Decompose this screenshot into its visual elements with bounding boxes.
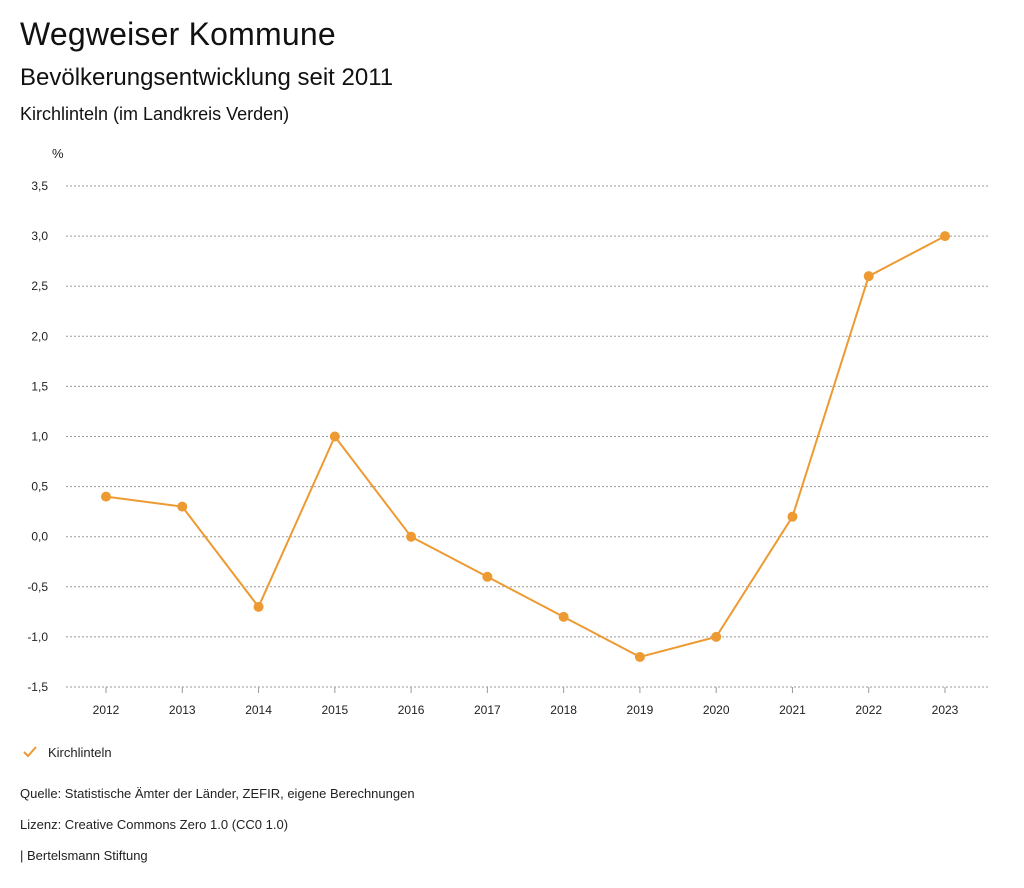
data-point	[101, 491, 111, 502]
y-tick-label: -1,5	[27, 680, 48, 694]
data-point	[634, 651, 645, 662]
check-icon	[23, 746, 37, 758]
line-chart: % 3,5 3,0 2,5 2,0 1,5 1,0 0,5 0,0 -0,5 -1,0 -1,5 201…	[27, 146, 990, 717]
data-point	[787, 511, 798, 522]
data-point	[406, 531, 417, 542]
source-note: Quelle: Statistische Ämter der Länder, Z…	[20, 786, 415, 801]
x-tick-label: 2017	[474, 703, 501, 717]
y-tick-label: -1,0	[27, 630, 48, 644]
y-tick-label: 3,0	[31, 229, 48, 243]
x-tick-label: 2015	[321, 703, 348, 717]
y-axis-unit-label: %	[52, 146, 64, 161]
x-tick-label: 2016	[398, 703, 425, 717]
legend[interactable]: Kirchlinteln	[22, 744, 112, 760]
x-tick-label: 2014	[245, 703, 272, 717]
data-point	[177, 501, 188, 512]
legend-label: Kirchlinteln	[48, 744, 112, 760]
x-tick-label: 2020	[703, 703, 730, 717]
y-tick-label: -0,5	[27, 580, 48, 594]
x-tick-label: 2018	[550, 703, 577, 717]
chart-subtitle: Bevölkerungsentwicklung seit 2011	[20, 64, 394, 91]
data-point	[711, 631, 722, 642]
data-point	[940, 231, 950, 242]
license-note: Lizenz: Creative Commons Zero 1.0 (CC0 1…	[20, 817, 289, 832]
page-title: Wegweiser Kommune	[20, 16, 336, 52]
data-point	[558, 611, 569, 622]
y-tick-label: 1,5	[31, 379, 48, 393]
y-tick-label: 0,5	[31, 480, 48, 494]
data-point	[863, 271, 874, 282]
x-tick-label: 2022	[855, 703, 882, 717]
y-tick-label: 2,0	[31, 329, 48, 343]
publisher-note: | Bertelsmann Stiftung	[20, 848, 148, 863]
x-tick-label: 2023	[932, 703, 959, 717]
y-tick-label: 2,5	[31, 279, 48, 293]
data-point	[253, 601, 264, 612]
y-tick-label: 0,0	[31, 530, 48, 544]
data-point	[482, 571, 493, 582]
data-point	[329, 431, 340, 442]
x-tick-label: 2012	[93, 703, 120, 717]
x-tick-label: 2013	[169, 703, 196, 717]
y-tick-label: 1,0	[31, 430, 48, 444]
x-tick-label: 2021	[779, 703, 806, 717]
x-tick-label: 2019	[627, 703, 654, 717]
series-line	[105, 235, 946, 658]
region-label: Kirchlinteln (im Landkreis Verden)	[20, 104, 290, 124]
y-tick-label: 3,5	[31, 179, 48, 193]
